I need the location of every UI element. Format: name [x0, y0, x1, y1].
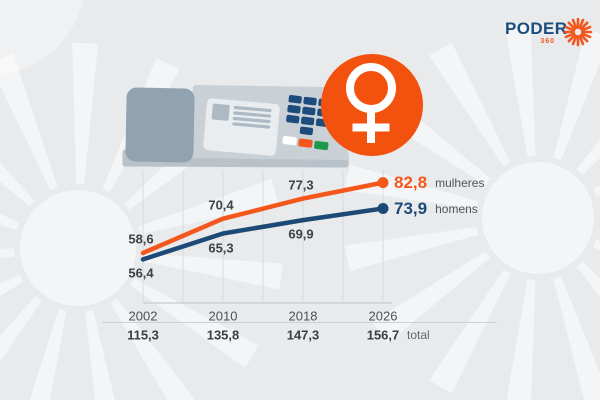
- total-value: 147,3: [286, 327, 320, 343]
- series-end-dot-homens: [377, 203, 389, 214]
- sunburst-ray: [140, 252, 283, 290]
- total-value: 115,3: [127, 327, 159, 343]
- sunburst-ray: [0, 274, 24, 297]
- series-line-homens: [140, 206, 386, 262]
- brand-sunburst-icon: [563, 18, 593, 47]
- sunburst-ray: [553, 275, 600, 400]
- sunburst-ray: [85, 310, 115, 400]
- logo-ray: [567, 33, 577, 43]
- sunburst-ray: [344, 227, 479, 272]
- sunburst-disc: [482, 162, 594, 274]
- legend-item-mulheres: 82,8 mulheres: [394, 173, 484, 193]
- sunburst-ray: [593, 239, 600, 251]
- year-label: 2002: [128, 308, 158, 324]
- series-end-dot-mulheres: [377, 177, 389, 189]
- logo-ray: [578, 34, 585, 46]
- screen-text-lines: [232, 105, 272, 129]
- logo-ray: [579, 21, 589, 31]
- total-value: 135,8: [206, 327, 240, 343]
- legend-value-mulheres: 82,8: [394, 172, 428, 192]
- screen-picture-placeholder: [211, 103, 230, 121]
- background-circle: [0, 0, 83, 75]
- sunburst-ray: [344, 164, 479, 209]
- legend-label-mulheres: mulheres: [435, 175, 485, 190]
- point-label-mulheres: 58,6: [128, 231, 154, 247]
- sunburst-ray: [0, 53, 58, 191]
- point-label-mulheres: 77,3: [288, 177, 314, 193]
- legend-label-homens: homens: [435, 201, 478, 216]
- logo-ray: [564, 32, 576, 39]
- sunburst-disc: [20, 190, 136, 306]
- sunburst-ray: [72, 42, 99, 185]
- key-corrige: [298, 138, 313, 148]
- sunburst-ray: [138, 179, 279, 235]
- key-branco: [282, 136, 297, 146]
- total-value: 156,7: [366, 327, 400, 343]
- sunburst-ray: [593, 185, 600, 197]
- logo-ray: [578, 18, 585, 30]
- sunburst-ray: [553, 28, 600, 161]
- logo-ray: [571, 34, 578, 46]
- year-label: 2018: [288, 308, 318, 324]
- sunburst-ray: [576, 139, 600, 175]
- background-sunburst-right: [344, 22, 600, 400]
- background-sunburst-left: [0, 42, 283, 400]
- point-label-homens: 69,9: [288, 226, 314, 242]
- sunburst-ray: [29, 309, 67, 400]
- logo-ray: [579, 33, 589, 43]
- series-line-mulheres: [140, 180, 386, 256]
- logo-ray: [580, 25, 592, 32]
- sunburst-ray: [110, 298, 196, 400]
- sunburst-ray: [0, 162, 35, 207]
- logo-ray: [567, 21, 577, 31]
- year-label: 2010: [208, 308, 238, 324]
- point-label-homens: 56,4: [128, 265, 154, 281]
- year-label: 2026: [368, 308, 398, 324]
- machine-side-panel: [125, 87, 195, 163]
- logo-ray: [580, 32, 592, 39]
- sunburst-ray: [0, 296, 42, 362]
- logo-ray: [564, 25, 576, 32]
- sunburst-ray: [130, 278, 259, 368]
- brand-logo: PODER 360: [505, 17, 597, 49]
- sunburst-ray: [506, 279, 536, 400]
- point-label-mulheres: 70,4: [208, 197, 234, 213]
- legend-item-homens: 73,9 homens: [394, 199, 478, 219]
- sunburst-ray: [504, 22, 536, 157]
- totals-separator-line: [102, 322, 497, 323]
- female-icon: [346, 63, 396, 143]
- logo-ray: [571, 18, 578, 30]
- key-confirma: [314, 140, 329, 151]
- legend-value-homens: 73,9: [394, 198, 428, 218]
- point-label-homens: 65,3: [208, 240, 234, 255]
- sunburst-ray: [0, 248, 15, 259]
- sunburst-ray: [429, 42, 511, 167]
- sunburst-ray: [372, 251, 491, 344]
- sunburst-ray: [0, 213, 20, 230]
- sunburst-ray: [576, 261, 600, 297]
- total-caption: total: [407, 328, 430, 342]
- sunburst-ray: [429, 269, 511, 394]
- machine-screen-panel: [203, 98, 280, 156]
- brand-suffix: 360: [540, 38, 555, 45]
- brand-wordmark: PODER: [505, 19, 568, 38]
